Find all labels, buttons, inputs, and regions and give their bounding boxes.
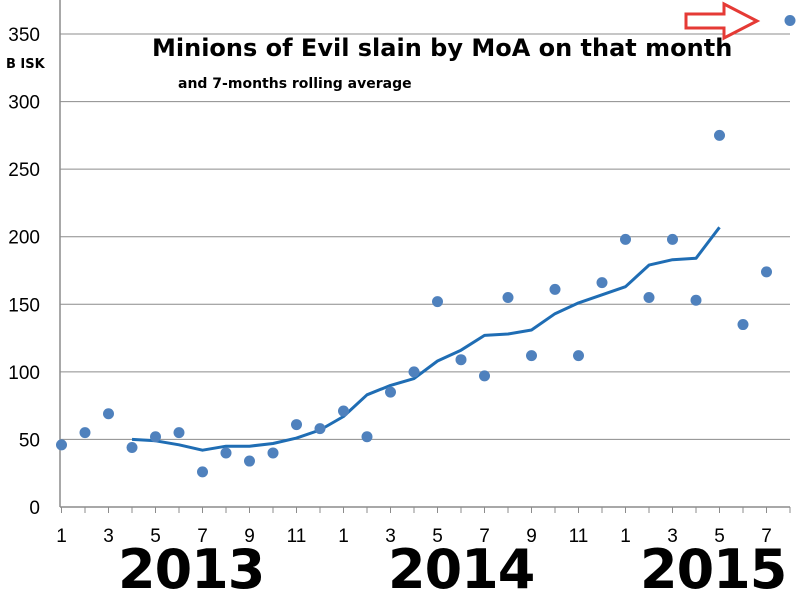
chart-subtitle: and 7-months rolling average: [178, 76, 412, 92]
y-tick-label: 50: [19, 430, 40, 451]
data-point: [526, 350, 537, 362]
data-point: [714, 129, 725, 141]
chart-title: Minions of Evil slain by MoA on that mon…: [152, 34, 733, 62]
x-tick-label: 5: [432, 526, 443, 547]
data-point: [56, 439, 67, 451]
data-point: [643, 292, 655, 304]
year-label-2013: 2013: [118, 538, 265, 601]
y-tick-label: 0: [29, 498, 40, 519]
rolling-average-series: [131, 226, 721, 452]
data-point: [338, 405, 349, 417]
x-tick-label: 5: [150, 526, 161, 547]
data-point: [314, 423, 326, 435]
data-point: [220, 447, 232, 459]
data-point: [385, 386, 396, 398]
data-point: [479, 370, 490, 382]
data-point: [432, 296, 443, 308]
data-point: [784, 14, 796, 26]
data-point: [126, 442, 138, 454]
data-point: [573, 350, 584, 362]
x-tick-label: 7: [197, 526, 208, 547]
data-point: [667, 233, 678, 245]
data-point: [361, 431, 373, 443]
x-tick-label: 9: [244, 526, 255, 547]
annotations: [684, 1, 761, 41]
y-tick-label: 200: [8, 228, 40, 249]
data-point: [549, 283, 561, 295]
data-point: [620, 233, 631, 245]
x-tick-label: 9: [526, 526, 537, 547]
data-point: [150, 431, 161, 443]
x-tick-label: 1: [620, 526, 631, 547]
monthly-values-series: [56, 14, 796, 478]
data-point: [267, 447, 279, 459]
rolling-average-line: [131, 226, 721, 452]
y-tick-label: 300: [8, 93, 40, 114]
data-point: [502, 292, 514, 304]
data-point: [408, 366, 420, 378]
x-tick-label: 1: [338, 526, 349, 547]
x-tick-label: 5: [714, 526, 725, 547]
x-tick-label: 3: [385, 526, 396, 547]
data-point: [103, 408, 114, 420]
data-point: [455, 354, 467, 366]
y-tick-label: 250: [8, 160, 40, 181]
y-tick-label: 350: [8, 25, 40, 46]
data-point: [173, 427, 185, 439]
x-tick-label: 7: [479, 526, 490, 547]
data-point: [291, 419, 302, 431]
y-tick-label: 100: [8, 363, 40, 384]
x-tick-label: 11: [287, 526, 307, 547]
data-point: [737, 319, 749, 331]
gridlines: [60, 33, 790, 440]
x-tick-label: 1: [56, 526, 67, 547]
data-point: [596, 277, 608, 289]
data-point: [761, 266, 772, 278]
data-point: [244, 455, 255, 467]
data-point: [79, 427, 91, 439]
year-label-2015: 2015: [640, 538, 787, 601]
x-tick-label: 3: [667, 526, 678, 547]
data-point: [690, 294, 702, 306]
year-label-2014: 2014: [388, 538, 535, 601]
x-tick-label: 11: [569, 526, 589, 547]
x-tick-label: 3: [103, 526, 114, 547]
arrow-icon: [684, 1, 761, 41]
data-point: [197, 466, 208, 478]
y-axis-unit-label: B ISK: [6, 57, 45, 72]
y-tick-label: 150: [8, 295, 40, 316]
x-tick-label: 7: [761, 526, 772, 547]
